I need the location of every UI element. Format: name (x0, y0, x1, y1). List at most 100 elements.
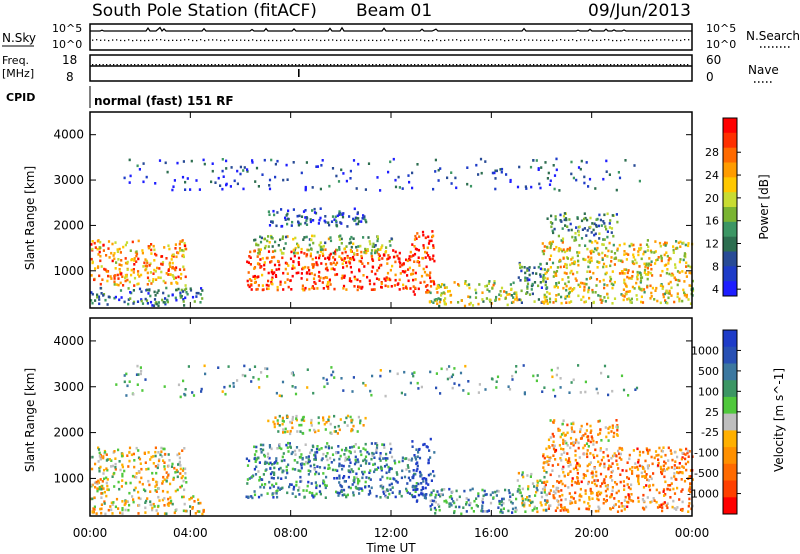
scatter-cell (346, 424, 349, 427)
scatter-cell (549, 419, 552, 422)
scatter-cell (298, 449, 301, 452)
scatter-cell (348, 279, 351, 283)
scatter-cell (155, 480, 158, 484)
scatter-cell (557, 463, 560, 466)
scatter-cell (266, 287, 269, 291)
scatter-cell (275, 492, 278, 495)
scatter-cell (439, 167, 442, 170)
nave-point (449, 64, 451, 66)
nsearch-point (276, 39, 278, 42)
scatter-cell (340, 213, 343, 216)
colorbar-swatch (723, 346, 737, 364)
scatter-cell (465, 503, 468, 506)
scatter-cell (440, 294, 443, 297)
scatter-cell (166, 476, 169, 479)
scatter-cell (128, 158, 131, 162)
scatter-cell (332, 370, 335, 374)
scatter-cell (313, 211, 317, 214)
nave-point (564, 64, 566, 66)
scatter-cell (414, 271, 417, 275)
nsearch-point (504, 39, 506, 42)
nsearch-point (644, 39, 646, 42)
scatter-cell (323, 480, 326, 484)
scatter-cell (94, 485, 97, 489)
scatter-cell (343, 493, 346, 496)
scatter-cell (203, 364, 206, 368)
scatter-cell (481, 510, 484, 513)
scatter-cell (414, 490, 417, 493)
nave-point (169, 64, 171, 66)
scatter-cell (531, 509, 534, 512)
scatter-cell (554, 509, 557, 512)
nave-point (386, 64, 388, 66)
scatter-cell (115, 383, 118, 386)
scatter-cell (639, 288, 642, 291)
scatter-cell (97, 481, 101, 484)
scatter-cell (330, 267, 333, 271)
scatter-cell (270, 280, 273, 284)
scatter-cell (578, 225, 581, 229)
nsearch-point (688, 39, 690, 41)
colorbar-tick-label: 8 (712, 260, 719, 273)
scatter-cell (445, 367, 449, 371)
scatter-cell (345, 245, 348, 248)
nave-point (627, 64, 629, 66)
scatter-cell (455, 489, 458, 493)
scatter-cell (250, 380, 253, 383)
nave-point (680, 64, 682, 66)
scatter-cell (636, 270, 639, 274)
scatter-cell (563, 265, 566, 268)
scatter-cell (611, 426, 614, 430)
scatter-cell (618, 456, 621, 460)
scatter-cell (278, 414, 281, 418)
scatter-cell (586, 218, 589, 222)
scatter-cell (576, 271, 579, 274)
scatter-cell (335, 224, 338, 227)
scatter-cell (549, 243, 553, 247)
scatter-cell (626, 271, 629, 275)
scatter-cell (683, 479, 687, 483)
scatter-cell (687, 449, 690, 453)
y-tick-label: 4000 (53, 128, 84, 142)
scatter-cell (564, 262, 567, 266)
scatter-cell (556, 286, 559, 289)
scatter-cell (126, 268, 129, 271)
scatter-cell (451, 490, 454, 494)
scatter-cell (689, 490, 692, 494)
nave-point (186, 64, 188, 66)
scatter-cell (553, 447, 556, 451)
scatter-cell (306, 386, 309, 389)
scatter-cell (305, 235, 308, 239)
scatter-cell (524, 276, 527, 280)
scatter-cell (177, 275, 180, 279)
nave-point (505, 64, 507, 66)
scatter-cell (633, 164, 636, 167)
scatter-cell (445, 286, 448, 289)
scatter-cell (128, 503, 131, 507)
nsearch-point (484, 39, 486, 41)
scatter-cell (242, 169, 245, 172)
scatter-cell (158, 458, 161, 461)
scatter-cell (620, 293, 623, 296)
scatter-cell (261, 478, 264, 481)
scatter-cell (394, 273, 397, 277)
scatter-cell (584, 474, 587, 478)
scatter-cell (338, 428, 341, 432)
scatter-cell (457, 283, 460, 286)
scatter-cell (304, 188, 307, 192)
scatter-cell (348, 277, 352, 280)
scatter-cell (172, 478, 175, 481)
scatter-cell (550, 368, 553, 372)
scatter-cell (297, 489, 300, 492)
scatter-cell (467, 295, 470, 298)
scatter-cell (570, 160, 573, 164)
scatter-cell (322, 376, 325, 380)
scatter-cell (251, 475, 254, 478)
scatter-cell (125, 394, 128, 397)
scatter-cell (408, 255, 411, 258)
scatter-cell (669, 488, 672, 492)
nave-point (144, 64, 146, 66)
scatter-cell (627, 269, 630, 272)
scatter-cell (515, 293, 518, 297)
scatter-cell (594, 509, 597, 513)
